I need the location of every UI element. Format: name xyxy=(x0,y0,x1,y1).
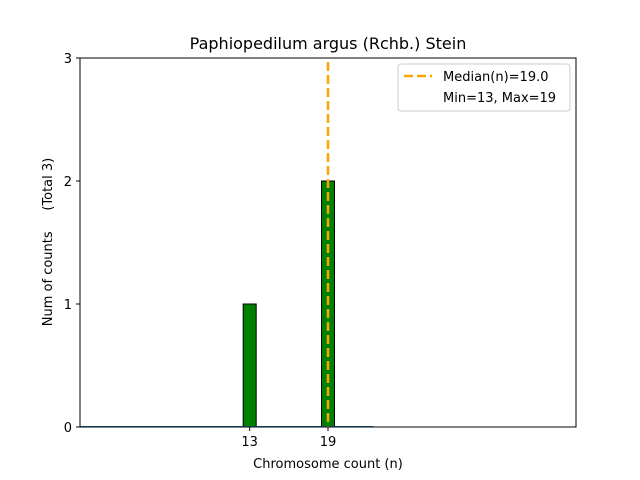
y-axis-ticks: 0 1 2 3 xyxy=(64,52,80,436)
y-tick-label: 2 xyxy=(64,175,72,190)
x-tick-label: 13 xyxy=(241,435,258,450)
x-axis-ticks: 13 19 xyxy=(241,427,336,450)
x-tick-label: 19 xyxy=(320,435,337,450)
y-tick-label: 3 xyxy=(64,52,72,67)
legend-median-label: Median(n)=19.0 xyxy=(443,70,549,85)
y-tick-label: 0 xyxy=(64,421,72,436)
x-axis-label: Chromosome count (n) xyxy=(253,457,403,472)
legend-box xyxy=(397,63,571,112)
legend: Median(n)=19.0 Min=13, Max=19 xyxy=(397,63,571,112)
legend-range-label: Min=13, Max=19 xyxy=(443,91,556,106)
bar-13 xyxy=(242,303,257,428)
y-axis-label: Num of counts (Total 3) xyxy=(41,158,56,326)
chart-title: Paphiopedilum argus (Rchb.) Stein xyxy=(190,34,467,53)
y-tick-label: 1 xyxy=(64,298,72,313)
